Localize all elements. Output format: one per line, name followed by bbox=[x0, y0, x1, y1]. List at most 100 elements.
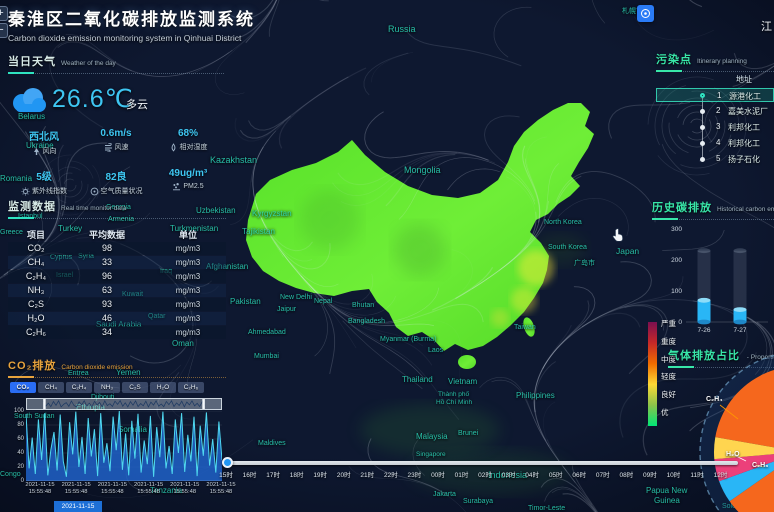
tab-H₂O[interactable]: H₂O bbox=[150, 382, 176, 393]
pollution-header-en: Itinerary planning bbox=[697, 58, 747, 65]
pollution-name: 利邦化工 bbox=[728, 123, 760, 132]
pollution-row[interactable]: 1 源港化工 bbox=[656, 88, 774, 102]
metric-label: 风向 bbox=[42, 148, 57, 155]
timeline-dot bbox=[700, 93, 705, 98]
hour-label: 09时 bbox=[643, 472, 657, 479]
map-zoom-out-button[interactable]: − bbox=[0, 23, 8, 38]
air-quality-icon bbox=[90, 187, 99, 196]
hour-label: 22时 bbox=[383, 472, 398, 479]
cloud-icon bbox=[13, 88, 46, 112]
settings-button[interactable] bbox=[637, 5, 654, 22]
pollution-number: 2 bbox=[716, 106, 721, 115]
gas-value: 34 bbox=[101, 327, 112, 338]
gas-name: C₂H₆ bbox=[25, 327, 47, 338]
tab-CO₂[interactable]: CO₂ bbox=[10, 382, 36, 393]
table-row: NH₃ 63 mg/m3 bbox=[8, 284, 226, 297]
hainan-island bbox=[458, 355, 476, 369]
pollution-name: 源港化工 bbox=[729, 92, 761, 101]
co2-area-chart bbox=[26, 411, 222, 481]
gas-value: 46 bbox=[101, 313, 112, 324]
pollution-row[interactable]: 4 利邦化工 bbox=[656, 136, 774, 150]
pollution-header-zh: 污染点 bbox=[656, 54, 692, 66]
pollution-row[interactable]: 2 嘉美水泥厂 bbox=[656, 104, 774, 118]
weather-metric-pm25: 49ug/m³ PM2.5 bbox=[152, 168, 224, 196]
wind-speed-icon bbox=[104, 142, 113, 152]
tab-C₂H₄[interactable]: C₂H₄ bbox=[66, 382, 92, 393]
svg-text:7-27: 7-27 bbox=[733, 327, 746, 334]
y-tick: 20 bbox=[17, 463, 24, 470]
table-row: CO₂ 98 mg/m3 bbox=[8, 242, 226, 255]
gas-unit: mg/m3 bbox=[175, 271, 201, 281]
hour-label: 21时 bbox=[360, 472, 375, 479]
metric-value: 68% bbox=[177, 128, 198, 139]
metric-label-row: 空气质量状况 bbox=[80, 186, 152, 196]
weather-header-zh: 当日天气 bbox=[8, 56, 56, 68]
proportion-header-en: - Proportion of emission bbox=[746, 354, 774, 361]
gas-unit: mg/m3 bbox=[175, 299, 201, 309]
page-subtitle: Carbon dioxide emission monitoring syste… bbox=[8, 33, 242, 43]
gas-name: NH₃ bbox=[27, 285, 45, 296]
table-row: C₂H₆ 34 mg/m3 bbox=[8, 326, 226, 339]
hour-label: 16时 bbox=[242, 472, 257, 479]
y-tick: 40 bbox=[17, 449, 24, 456]
tab-C₂H₆[interactable]: C₂H₆ bbox=[178, 382, 204, 393]
history-header-en: Historical carbon emission bbox=[717, 206, 774, 213]
table-row: H₂O 46 mg/m3 bbox=[8, 312, 226, 325]
pm25-icon bbox=[172, 182, 181, 191]
tab-C₂S[interactable]: C₂S bbox=[122, 382, 148, 393]
pollution-row[interactable]: 5 扬子石化 bbox=[656, 152, 774, 166]
pollution-list: 1 源港化工 2 嘉美水泥厂 3 利邦化工 4 利邦化工 5 扬子石化 bbox=[656, 88, 774, 168]
pollution-name: 利邦化工 bbox=[728, 139, 760, 148]
emission-header-en: Carbon dioxide emission bbox=[61, 364, 133, 371]
monitor-header-row: 项目 平均数据 单位 bbox=[8, 228, 226, 241]
pollution-number: 1 bbox=[717, 91, 722, 100]
history-panel: 历史碳排放 Historical carbon emission 300 200 10… bbox=[652, 198, 774, 340]
column-header: 项目 bbox=[26, 230, 45, 240]
monitor-table: CO₂ 98 mg/m3 CH₄ 33 mg/m3 C₂H₄ 96 mg/m3 NH₃ 63 mg/m… bbox=[8, 242, 226, 339]
svg-text:200: 200 bbox=[671, 257, 682, 264]
weather-header-en: Weather of the day bbox=[61, 60, 116, 67]
weather-metric-grid: 西北风 风向 0.6m/s 风速 68% 相对湿度 5级 紫外线指数 82良 空气质量状况 49ug… bbox=[8, 128, 224, 196]
time-slider[interactable]: 15时 16时 17时 18时 19时 20时 21时 22时 23时 00时 01时 02时 03时 0… bbox=[219, 455, 746, 479]
slider-track[interactable] bbox=[226, 461, 738, 465]
x-axis-label: 2021-11-15 15:55:48 bbox=[170, 482, 200, 495]
slider-handle[interactable] bbox=[222, 457, 233, 468]
gas-name: CH₄ bbox=[27, 257, 45, 268]
metric-value: 0.6m/s bbox=[100, 128, 132, 139]
gas-unit: mg/m3 bbox=[175, 285, 201, 295]
chart-brush[interactable] bbox=[26, 398, 222, 410]
gas-value: 96 bbox=[101, 271, 112, 282]
hour-label: 12时 bbox=[713, 472, 728, 479]
x-axis-label: 2021-11-15 15:55:48 bbox=[206, 482, 236, 495]
svg-text:100: 100 bbox=[671, 288, 682, 295]
weather-metric-wind-speed: 0.6m/s 风速 bbox=[80, 128, 152, 156]
gas-unit: mg/m3 bbox=[175, 243, 201, 253]
y-tick: 80 bbox=[17, 421, 24, 428]
hour-label: 04时 bbox=[525, 472, 539, 479]
weather-panel: 当日天气 Weather of the day 26.6℃ 多云 西北风 风向 0.6… bbox=[8, 52, 224, 196]
taiwan-island bbox=[523, 317, 535, 337]
metric-label-row: 相对湿度 bbox=[152, 142, 224, 152]
gas-value: 33 bbox=[101, 257, 112, 268]
metric-label-row: 风速 bbox=[80, 142, 152, 152]
tab-NH₃[interactable]: NH₃ bbox=[94, 382, 120, 393]
aqi-level-0: 严重 bbox=[661, 319, 676, 328]
hour-label: 08时 bbox=[619, 472, 634, 479]
monitor-header-en: Real time monitor data bbox=[61, 205, 127, 212]
humidity-icon bbox=[169, 142, 178, 152]
gas-value: 93 bbox=[101, 299, 112, 310]
hour-label: 18时 bbox=[289, 472, 304, 479]
hour-label: 07时 bbox=[595, 472, 610, 479]
pie-label-c2h6: C₂H₆ bbox=[752, 462, 769, 469]
hour-label: 15时 bbox=[219, 472, 233, 479]
pollution-name: 扬子石化 bbox=[728, 155, 760, 164]
gas-value: 63 bbox=[101, 285, 112, 296]
map-zoom-in-button[interactable]: + bbox=[0, 6, 8, 21]
aqi-level-4: 良好 bbox=[661, 390, 676, 400]
uv-index-icon bbox=[21, 187, 30, 196]
tab-CH₄[interactable]: CH₄ bbox=[38, 382, 64, 393]
region-label: 江 bbox=[761, 21, 772, 33]
pollution-row[interactable]: 3 利邦化工 bbox=[656, 120, 774, 134]
weather-metric-humidity: 68% 相对湿度 bbox=[152, 128, 224, 156]
hour-label: 20时 bbox=[336, 472, 351, 479]
